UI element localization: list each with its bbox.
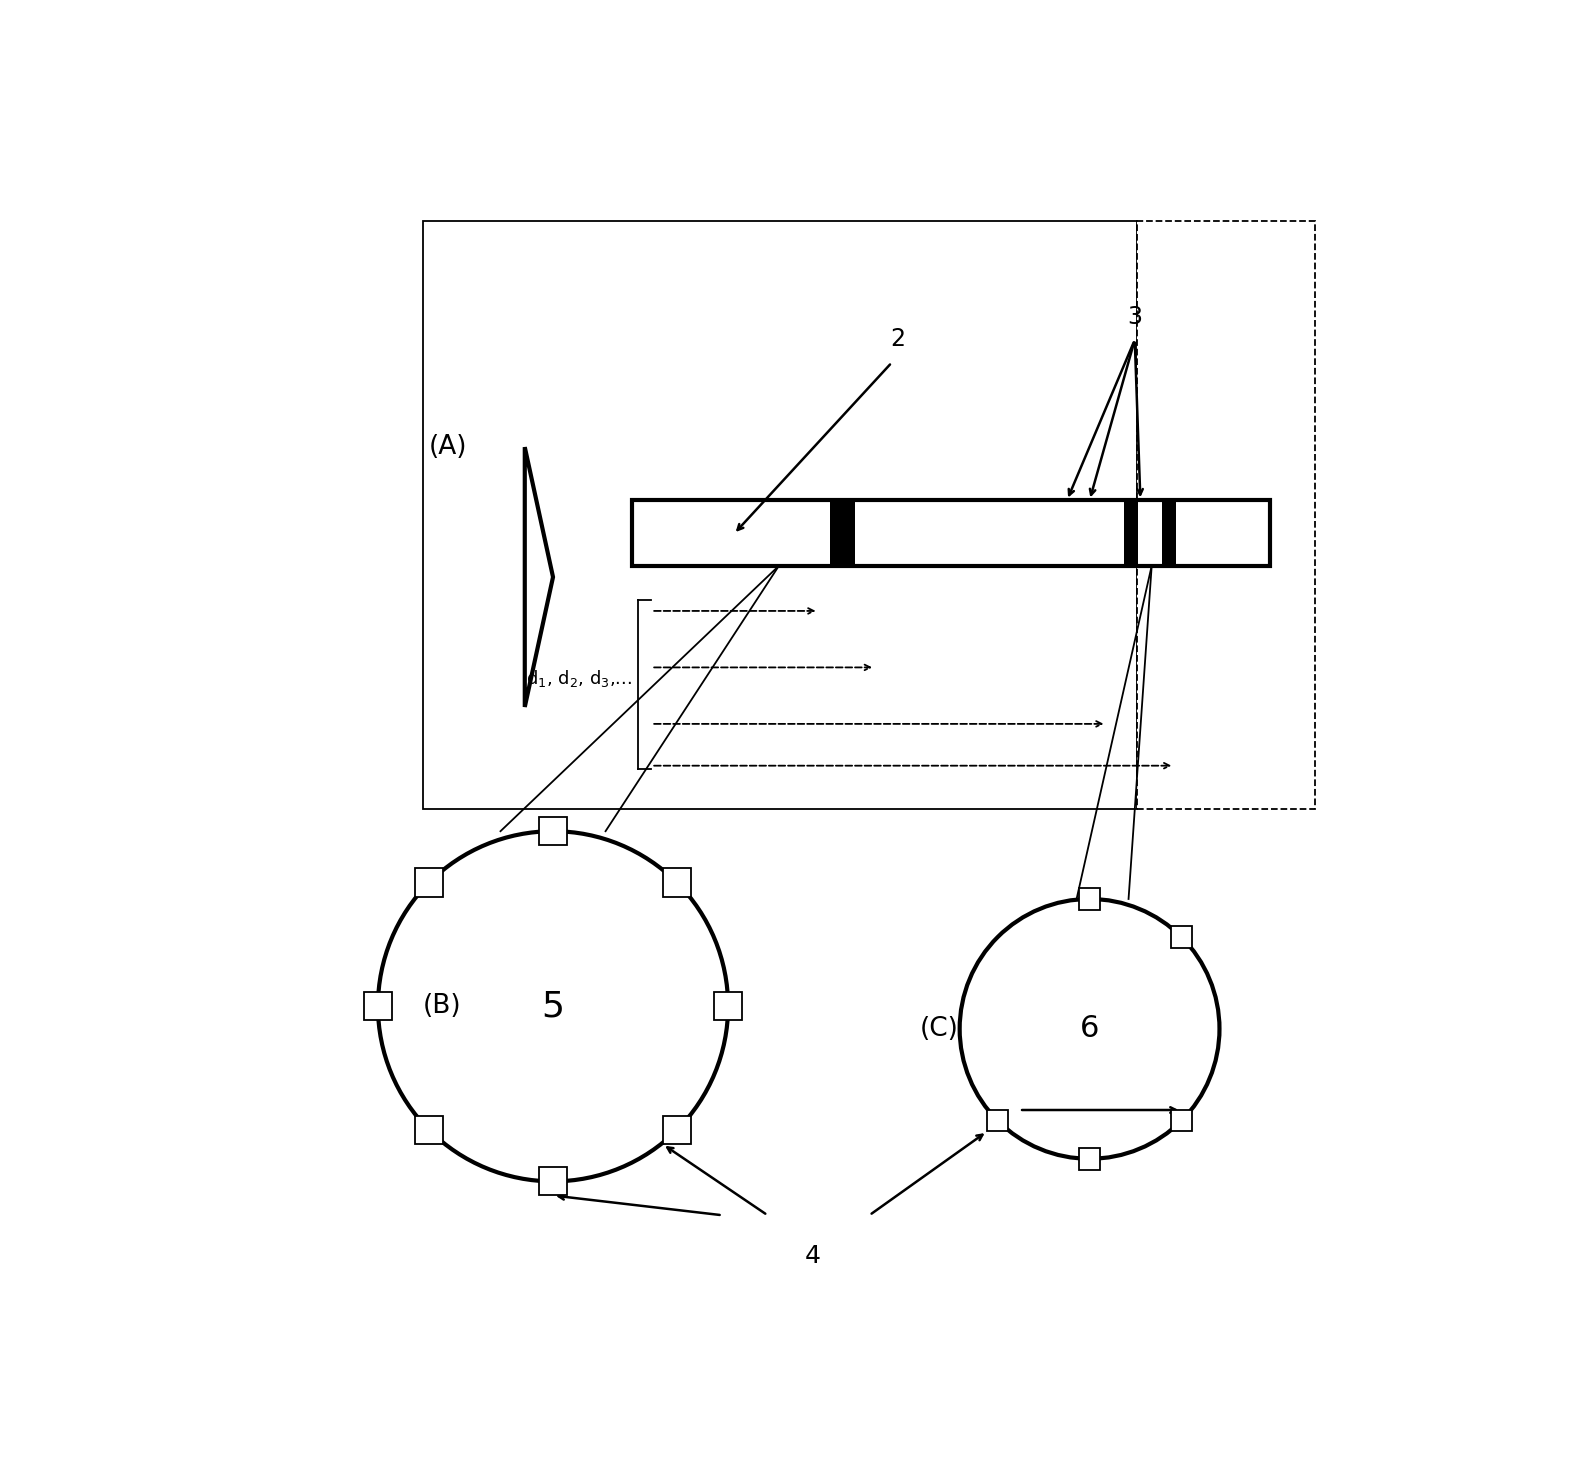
Circle shape xyxy=(960,899,1220,1159)
Text: 3: 3 xyxy=(1128,305,1142,329)
Bar xyxy=(416,868,444,896)
Bar xyxy=(1078,1149,1101,1169)
Text: 5: 5 xyxy=(541,989,565,1024)
Bar xyxy=(663,1116,691,1144)
Bar xyxy=(663,868,691,896)
Text: 6: 6 xyxy=(1080,1014,1099,1043)
Text: d$_1$, d$_2$, d$_3$,...: d$_1$, d$_2$, d$_3$,... xyxy=(527,667,633,689)
Bar xyxy=(1078,888,1101,910)
Bar xyxy=(714,992,742,1021)
Text: 2: 2 xyxy=(890,327,906,351)
Bar xyxy=(829,500,855,566)
Text: (C): (C) xyxy=(920,1015,960,1042)
Bar xyxy=(416,1116,444,1144)
Bar xyxy=(1123,500,1137,566)
Bar xyxy=(1170,1111,1193,1131)
Bar xyxy=(633,500,1270,566)
Bar xyxy=(539,1168,568,1196)
Bar xyxy=(423,222,1137,808)
Text: (B): (B) xyxy=(423,993,462,1020)
Circle shape xyxy=(377,832,728,1181)
Text: 4: 4 xyxy=(804,1244,822,1267)
Bar xyxy=(363,992,392,1021)
FancyBboxPatch shape xyxy=(1137,222,1315,808)
Bar xyxy=(1163,500,1175,566)
Text: (A): (A) xyxy=(428,434,468,461)
Bar xyxy=(986,1111,1009,1131)
Bar xyxy=(1170,926,1193,948)
Bar xyxy=(539,817,568,845)
